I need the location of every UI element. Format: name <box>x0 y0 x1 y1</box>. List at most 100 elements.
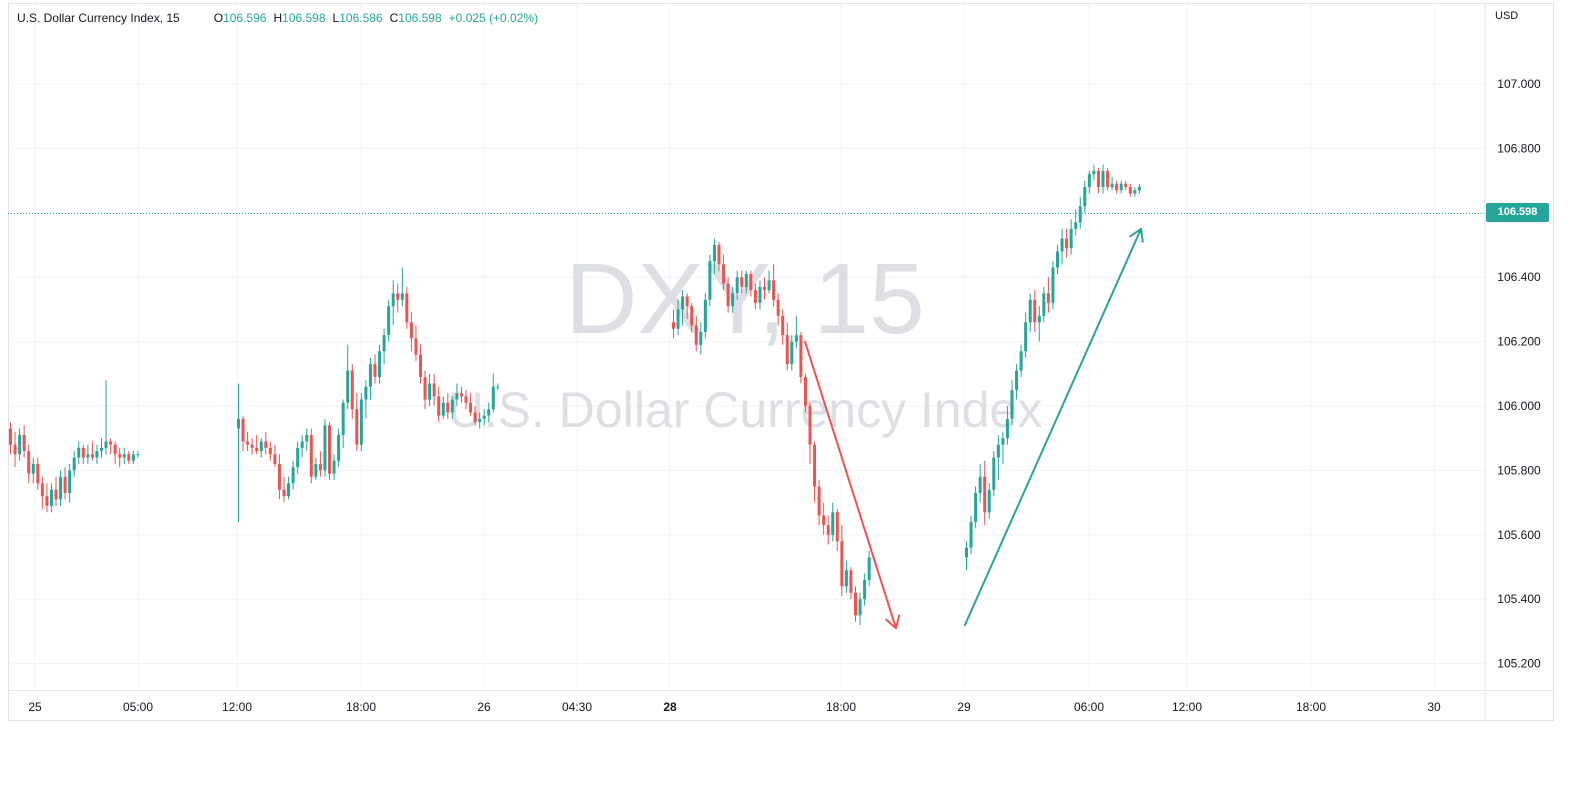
arrow-head <box>1129 227 1144 243</box>
candle-body <box>437 396 441 416</box>
candle <box>712 238 716 274</box>
candle-body <box>1065 238 1069 249</box>
candle <box>1078 196 1082 229</box>
candle-body <box>1137 187 1141 191</box>
candle-body <box>744 273 748 287</box>
candle <box>95 444 99 464</box>
candle <box>1128 183 1132 197</box>
candle-body <box>487 409 491 416</box>
symbol-title[interactable]: U.S. Dollar Currency Index, 15 <box>17 11 180 25</box>
candle-body <box>268 447 272 455</box>
candle <box>49 483 53 513</box>
candle <box>250 438 254 455</box>
candle <box>382 328 386 365</box>
candle-body <box>1019 351 1023 371</box>
candle-body <box>826 525 830 535</box>
candle-body <box>969 521 973 548</box>
candle-body <box>459 393 463 397</box>
candle-body <box>699 331 703 345</box>
candle <box>127 451 131 464</box>
up-arrow[interactable] <box>964 227 1144 626</box>
candle <box>482 409 486 426</box>
candle <box>122 447 126 464</box>
candle-body <box>731 293 735 307</box>
candle <box>428 373 432 406</box>
candle-body <box>391 293 395 307</box>
candle-body <box>250 444 254 448</box>
candle <box>355 393 359 452</box>
candle-body <box>835 512 839 542</box>
candle <box>391 280 395 326</box>
candle <box>86 444 90 464</box>
candle-body <box>31 463 35 474</box>
candle-body <box>22 434 26 452</box>
candle <box>703 293 707 339</box>
annotations[interactable] <box>804 227 1144 630</box>
down-arrow[interactable] <box>804 340 901 630</box>
candle-body <box>277 463 281 490</box>
candle-body <box>305 434 309 442</box>
candle-body <box>255 447 259 452</box>
candle <box>758 280 762 310</box>
candle-body <box>1056 251 1059 268</box>
close-label: C <box>389 11 399 25</box>
candle-body <box>72 457 76 471</box>
candle <box>753 283 757 310</box>
candle-body <box>478 418 482 423</box>
candle-body <box>323 425 327 471</box>
candle <box>487 402 491 423</box>
candle-body <box>337 434 341 461</box>
currency-label[interactable]: USD <box>1495 10 1519 22</box>
candle-body <box>685 296 689 307</box>
candle-body <box>1001 438 1005 445</box>
candle <box>291 460 295 490</box>
candle-body <box>291 467 295 484</box>
candle <box>794 315 798 349</box>
price-tick-label: 107.000 <box>1497 77 1541 91</box>
grid <box>8 4 1485 690</box>
candle-body <box>992 457 996 490</box>
candle <box>992 451 996 497</box>
time-tick-label: 29 <box>957 700 971 714</box>
candle <box>22 425 26 458</box>
candle-body <box>849 570 853 593</box>
candle-body <box>858 599 862 616</box>
candle <box>1096 167 1100 194</box>
candle-body <box>1074 222 1078 229</box>
candle <box>45 483 49 513</box>
candle <box>464 389 468 410</box>
time-tick-label: 05:00 <box>123 700 153 714</box>
candle <box>974 486 978 529</box>
candle-body <box>54 489 58 500</box>
candle-body <box>464 396 468 403</box>
candle-body <box>813 444 817 487</box>
last-price-badge: 106.598 <box>1486 203 1549 222</box>
legend-header: U.S. Dollar Currency Index, 15 O106.596 H1… <box>17 11 538 25</box>
candle <box>1033 290 1037 332</box>
candle <box>473 406 477 426</box>
candle <box>1110 177 1114 191</box>
candle <box>341 399 345 448</box>
candle-body <box>405 293 409 323</box>
candle <box>259 438 263 458</box>
candle <box>31 457 35 484</box>
candle-body <box>100 447 103 452</box>
candle-body <box>246 441 250 445</box>
time-tick-label: 18:00 <box>346 700 376 714</box>
close-value: 106.598 <box>398 11 442 25</box>
candle-body <box>740 277 744 287</box>
time-tick-label: 26 <box>477 700 491 714</box>
candle-body <box>296 447 300 468</box>
candle-body <box>90 454 94 458</box>
candle-body <box>396 293 400 300</box>
candle-body <box>400 293 404 300</box>
candle <box>672 309 675 339</box>
candle-body <box>36 463 40 484</box>
candle-body <box>1083 187 1087 207</box>
candle-body <box>722 264 726 284</box>
candle <box>969 515 973 555</box>
candle <box>740 270 744 294</box>
candle <box>332 454 336 481</box>
candle <box>854 586 857 622</box>
